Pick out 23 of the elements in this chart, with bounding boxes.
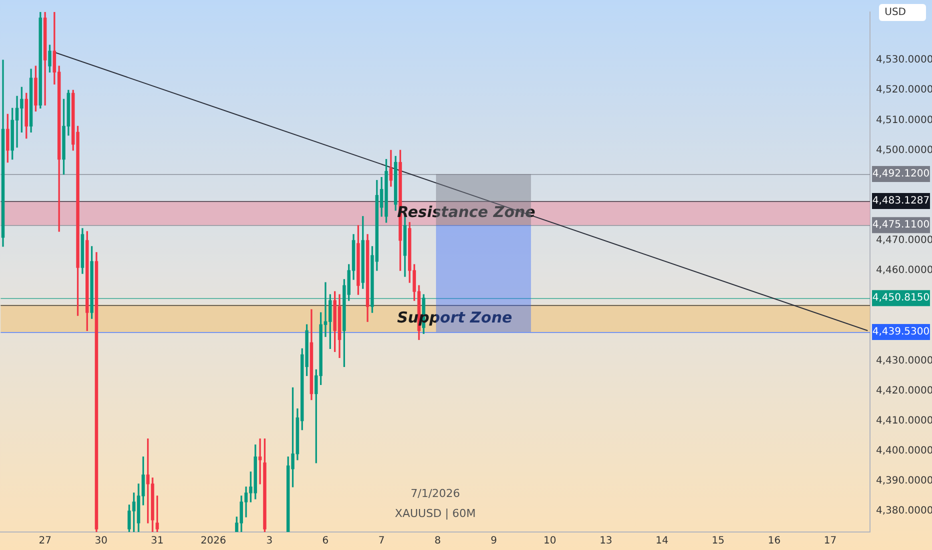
x-tick-label: 15 <box>712 536 724 547</box>
x-tick-label: 27 <box>38 536 52 547</box>
x-tick-label: 17 <box>824 536 837 547</box>
ref-line-label: 4,483.1287 <box>872 196 930 207</box>
x-tick-label: 8 <box>434 536 441 547</box>
ref-line-label: 4,439.5300 <box>872 326 930 338</box>
x-tick-label: 16 <box>768 536 781 547</box>
ref-line-label: 4,450.8150 <box>872 292 930 304</box>
text: USD <box>878 4 926 21</box>
x-tick-label: 13 <box>600 536 612 547</box>
ref-line-label: 4,475.1100 <box>872 220 930 231</box>
annotation: 7/1/2026 <box>410 487 460 500</box>
x-tick-label: 3 <box>266 536 273 547</box>
x-tick-label: 6 <box>322 536 329 547</box>
x-tick-label: 2026 <box>200 536 226 547</box>
x-tick-label: 31 <box>150 536 164 547</box>
x-tick-label: 30 <box>94 536 108 547</box>
x-tick-label: 14 <box>656 536 668 547</box>
x-tick-label: 9 <box>490 536 497 547</box>
annotation: XAUUSD | 60M <box>394 507 476 520</box>
x-tick-label: 10 <box>543 536 556 547</box>
x-tick-label: 7 <box>378 536 385 547</box>
ref-line-label: 4,492.1200 <box>872 168 930 180</box>
